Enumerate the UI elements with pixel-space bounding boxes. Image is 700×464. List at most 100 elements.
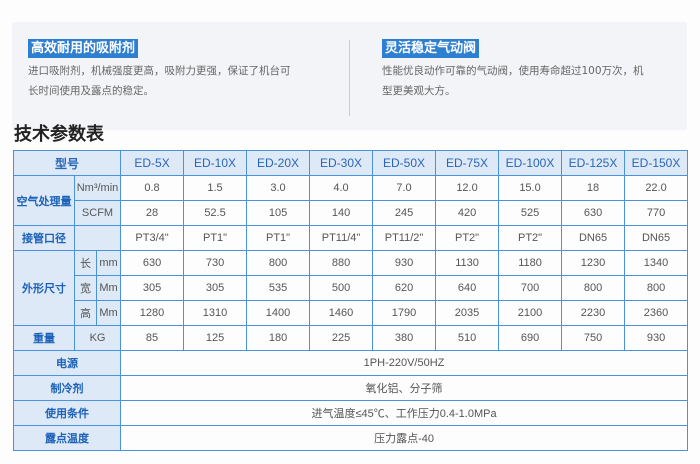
- cell: 525: [498, 200, 563, 226]
- cell: 535: [246, 275, 311, 301]
- cell: 氧化铝、分子筛: [120, 375, 689, 401]
- cell: 770: [624, 200, 689, 226]
- row-label: 露点温度: [12, 425, 122, 451]
- unit: SCFM: [73, 200, 122, 226]
- cell: 930: [372, 250, 437, 276]
- feature-adsorbent: 高效耐用的吸附剂 进口吸附剂，机械强度更高，吸附力更强，保证了机台可 长时间使用及…: [28, 37, 291, 102]
- cell: 180: [246, 325, 311, 351]
- cell: 640: [435, 275, 500, 301]
- cell: 305: [183, 275, 248, 301]
- model-header: ED-10X: [183, 150, 248, 176]
- cell: 880: [309, 250, 374, 276]
- feature-valve: 灵活稳定气动阀 性能优良动作可靠的气动阀，使用寿命超过100万次，机 型更美观大方…: [382, 37, 644, 102]
- row-label: 电源: [12, 350, 122, 376]
- cell: DN65: [561, 225, 626, 251]
- table-row: 空气处理量 Nm³/min 0.8 1.5 3.0 4.0 7.0 12.0 15.0 18 2…: [13, 175, 689, 226]
- cell: 1790: [372, 300, 437, 326]
- divider: [349, 40, 350, 116]
- cell: 1340: [624, 250, 689, 276]
- cell: 620: [372, 275, 437, 301]
- table-row: 重量 KG 85 125 180 225 380 510 690 750 930: [13, 325, 689, 351]
- row-label: 外形尺寸: [13, 250, 75, 326]
- cell: 进气温度≤45℃、工作压力0.4-1.0MPa: [120, 400, 689, 426]
- cell: 500: [309, 275, 374, 301]
- cell: 52.5: [183, 200, 248, 226]
- row-label: 空气处理量: [13, 175, 75, 226]
- cell: PT2": [435, 225, 500, 251]
- cell: 1230: [561, 250, 626, 276]
- cell: 125: [183, 325, 248, 351]
- spec-table: 型号 ED-5X ED-10X ED-20X ED-30X ED-50X ED-75X ED…: [12, 150, 689, 451]
- unit-empty: [73, 225, 122, 251]
- cell: 1180: [498, 250, 563, 276]
- dim-label: 高: [74, 300, 97, 326]
- feature-desc: 长时间使用及露点的稳定。: [28, 85, 154, 97]
- cell: 510: [435, 325, 500, 351]
- unit: KG: [73, 325, 122, 351]
- cell: 730: [183, 250, 248, 276]
- cell: 750: [561, 325, 626, 351]
- cell: PT11/4": [309, 225, 374, 251]
- row-label: 接管口径: [13, 225, 75, 251]
- model-header: ED-150X: [624, 150, 689, 176]
- table-row: 使用条件 进气温度≤45℃、工作压力0.4-1.0MPa: [12, 400, 689, 426]
- cell: PT1": [183, 225, 248, 251]
- cell: 压力露点-40: [120, 425, 689, 451]
- cell: 12.0: [435, 175, 500, 201]
- cell: 18: [561, 175, 626, 201]
- cell: 2360: [624, 300, 689, 326]
- unit: Mm: [95, 275, 122, 301]
- cell: 3.0: [246, 175, 311, 201]
- unit: Mm: [95, 300, 122, 326]
- table-row: 露点温度 压力露点-40: [12, 425, 689, 451]
- cell: 800: [246, 250, 311, 276]
- cell: 4.0: [309, 175, 374, 201]
- cell: 105: [246, 200, 311, 226]
- cell: 2230: [561, 300, 626, 326]
- feature-title: 高效耐用的吸附剂: [28, 39, 139, 58]
- dim-label: 宽: [74, 275, 97, 301]
- cell: 85: [120, 325, 185, 351]
- cell: 700: [498, 275, 563, 301]
- table-row: SCFM 28 52.5 105 140 245 420 525 630 770: [14, 200, 689, 226]
- table-row: 制冷剂 氧化铝、分子筛: [12, 375, 689, 401]
- table-row: 电源 1PH-220V/50HZ: [12, 350, 689, 376]
- table-row: 高 Mm 1280 1310 1400 1460 1790 2035 2100 2230 236…: [14, 300, 689, 326]
- cell: PT1": [246, 225, 311, 251]
- cell: 1.5: [183, 175, 248, 201]
- cell: 28: [120, 200, 185, 226]
- feature-title: 灵活稳定气动阀: [382, 39, 480, 58]
- cell: 245: [372, 200, 437, 226]
- unit: mm: [95, 250, 122, 276]
- cell: 1280: [120, 300, 185, 326]
- feature-desc: 性能优良动作可靠的气动阀，使用寿命超过100万次，机: [382, 65, 644, 77]
- cell: 630: [120, 250, 185, 276]
- unit: Nm³/min: [73, 175, 122, 201]
- cell: 22.0: [624, 175, 689, 201]
- cell: 2035: [435, 300, 500, 326]
- table-row: 接管口径 PT3/4" PT1" PT1" PT11/4" PT11/2" PT2" PT2…: [13, 225, 689, 251]
- cell: PT11/2": [372, 225, 437, 251]
- cell: 380: [372, 325, 437, 351]
- table-row: 外形尺寸 长 mm 630 730 800 880 930 1130 1180 1230 134…: [13, 250, 689, 326]
- table-row: 型号 ED-5X ED-10X ED-20X ED-30X ED-50X ED-75X ED…: [12, 150, 689, 176]
- cell: 0.8: [120, 175, 185, 201]
- cell: 930: [624, 325, 689, 351]
- feature-desc: 型更美观大方。: [382, 85, 456, 97]
- cell: 630: [561, 200, 626, 226]
- cell: 1460: [309, 300, 374, 326]
- cell: PT3/4": [120, 225, 185, 251]
- model-header: ED-5X: [120, 150, 185, 176]
- cell: 800: [624, 275, 689, 301]
- cell: 1PH-220V/50HZ: [120, 350, 689, 376]
- model-header: ED-50X: [372, 150, 437, 176]
- feature-desc: 进口吸附剂，机械强度更高，吸附力更强，保证了机台可: [28, 65, 291, 77]
- cell: 1310: [183, 300, 248, 326]
- row-label: 重量: [13, 325, 75, 351]
- cell: 225: [309, 325, 374, 351]
- cell: 1400: [246, 300, 311, 326]
- section-title: 技术参数表: [14, 124, 104, 145]
- cell: 1130: [435, 250, 500, 276]
- row-label: 型号: [12, 150, 122, 176]
- cell: 800: [561, 275, 626, 301]
